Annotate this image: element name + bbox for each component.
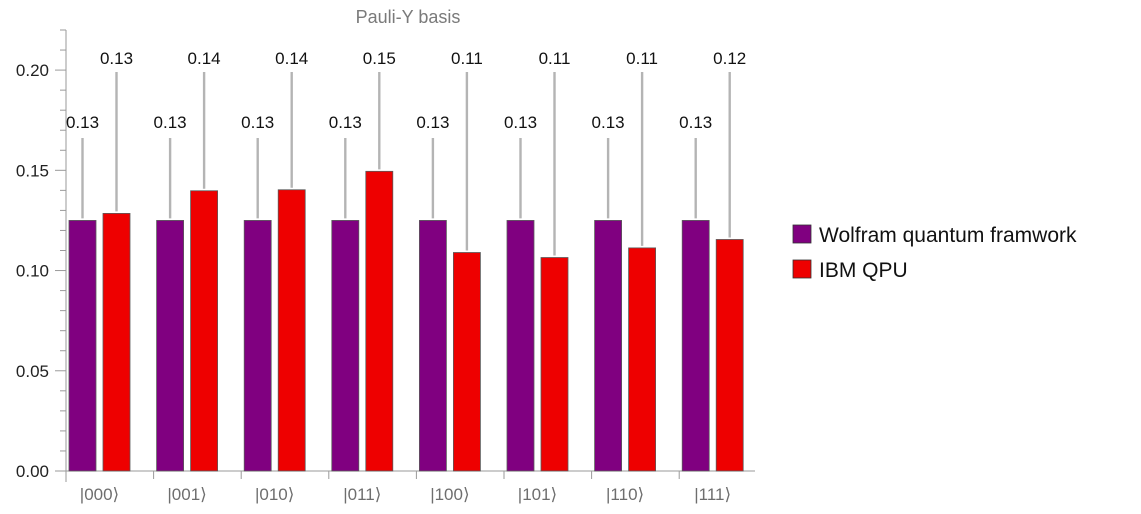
wolfram-value-label-4: 0.13 [416,113,449,132]
ibm-bar-6 [628,247,656,472]
ibm-bar-0 [102,213,131,472]
x-category-label-6: |110⟩ [606,485,644,504]
wolfram-value-label-1: 0.13 [154,113,187,132]
wolfram-bar-2 [243,220,272,472]
ibm-value-label-6: 0.11 [626,49,658,68]
x-category-label-0: |000⟩ [80,485,119,504]
ibm-value-label-0: 0.13 [100,49,133,68]
legend-label-0: Wolfram quantum framwork [819,224,1077,247]
y-tick-label: 0.20 [16,61,49,80]
wolfram-bar-5 [506,220,535,472]
ibm-value-label-5: 0.11 [539,49,571,68]
wolfram-bar-6 [594,220,622,472]
legend-swatch-0 [792,224,812,244]
ibm-value-label-4: 0.11 [451,49,483,68]
ibm-value-label-2: 0.14 [275,49,308,68]
y-tick-label: 0.00 [16,462,49,481]
legend: Wolfram quantum framwork IBM QPU [792,224,1077,282]
x-category-label-3: |011⟩ [343,485,381,504]
ibm-bar-7 [715,239,744,472]
y-tick-label: 0.15 [16,161,49,180]
bars: 0.13 0.13 0.13 0.14 0.13 0.14 0.13 0.15 0.13 0.11… [66,49,746,472]
wolfram-value-label-0: 0.13 [66,113,99,132]
x-category-label-2: |010⟩ [255,485,294,504]
x-category-label-5: |101⟩ [518,485,557,504]
legend-swatch-1 [792,259,812,279]
x-axis-labels: |000⟩ |001⟩ |010⟩ |011⟩ |100⟩ |101⟩ |110⟩ |111⟩ [65,471,731,504]
wolfram-value-label-2: 0.13 [241,113,274,132]
ibm-bar-2 [277,189,306,472]
wolfram-bar-3 [331,220,360,472]
y-tick-label: 0.05 [16,362,49,381]
ibm-bar-1 [190,190,219,472]
wolfram-bar-0 [68,220,97,472]
legend-label-1: IBM QPU [819,259,908,282]
wolfram-value-label-3: 0.13 [329,113,362,132]
x-category-label-4: |100⟩ [430,485,469,504]
wolfram-bar-4 [418,220,447,472]
ibm-value-label-1: 0.14 [188,49,221,68]
wolfram-bar-7 [681,220,710,472]
y-tick-label: 0.10 [16,262,49,281]
x-category-label-1: |001⟩ [167,485,206,504]
chart-title: Pauli-Y basis [356,7,461,27]
wolfram-value-label-7: 0.13 [679,113,712,132]
ibm-value-label-3: 0.15 [363,49,396,68]
ibm-bar-5 [540,257,569,472]
ibm-bar-4 [452,252,481,472]
wolfram-bar-1 [156,220,185,472]
y-axis-ticks: 0.00 0.05 0.10 0.15 0.20 [16,29,66,481]
wolfram-value-label-5: 0.13 [504,113,537,132]
x-category-label-7: |111⟩ [694,485,731,504]
ibm-bar-3 [365,170,394,472]
wolfram-value-label-6: 0.13 [592,113,625,132]
ibm-value-label-7: 0.12 [713,49,746,68]
